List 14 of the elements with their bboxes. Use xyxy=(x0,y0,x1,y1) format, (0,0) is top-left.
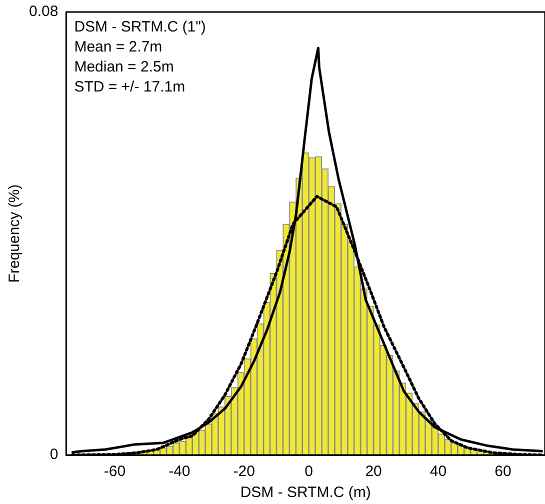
annotation: DSM - SRTM.C (1") xyxy=(74,18,206,36)
x-tick-label: 20 xyxy=(365,463,382,480)
x-axis-title: DSM - SRTM.C (m) xyxy=(240,484,371,502)
x-tick-label: -60 xyxy=(104,463,126,480)
y-axis-title: Frequency (%) xyxy=(6,184,24,283)
annotation: Mean = 2.7m xyxy=(74,38,162,56)
y-tick-label: 0.08 xyxy=(28,3,58,20)
annotation: Median = 2.5m xyxy=(74,58,174,76)
x-tick-label: 40 xyxy=(430,463,447,480)
x-tick-label: -20 xyxy=(233,463,255,480)
x-tick-label: -40 xyxy=(168,463,190,480)
x-tick-label: 60 xyxy=(494,463,512,480)
annotation: STD = +/- 17.1m xyxy=(74,78,186,96)
x-tick-label: 0 xyxy=(304,463,314,480)
